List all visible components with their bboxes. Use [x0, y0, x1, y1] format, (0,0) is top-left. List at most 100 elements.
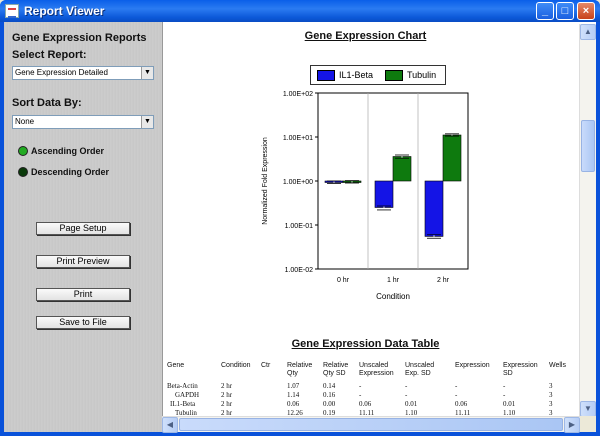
table-cell: 0.14 — [323, 382, 336, 390]
table-title: Gene Expression Data Table — [291, 338, 440, 350]
sort-select-value: None — [15, 117, 35, 126]
table-cell: - — [503, 382, 506, 390]
x-tick-label: 0 hr — [337, 277, 350, 284]
chevron-down-icon[interactable]: ▼ — [141, 116, 153, 128]
report-select[interactable]: Gene Expression Detailed ▼ — [12, 66, 154, 80]
sort-label: Sort Data By: — [12, 97, 82, 109]
sort-select[interactable]: None ▼ — [12, 115, 154, 129]
table-cell: - — [455, 382, 458, 390]
client-area: Gene Expression Reports Select Report: G… — [4, 22, 596, 433]
ascending-label: Ascending Order — [31, 146, 105, 156]
x-tick-label: 1 hr — [387, 277, 400, 284]
table-cell: 3 — [549, 382, 553, 390]
table-cell: - — [405, 382, 408, 390]
table-header: Unscaled Exp. SD — [405, 362, 435, 377]
table-cell: - — [359, 382, 362, 390]
select-report-label: Select Report: — [12, 49, 87, 61]
scroll-up-icon[interactable]: ▲ — [580, 24, 596, 40]
table-cell: 0.01 — [405, 400, 418, 408]
legend-swatch-tubulin — [385, 70, 403, 81]
table-cell: 11.11 — [455, 409, 471, 417]
table-cell: 0.16 — [323, 391, 336, 399]
report-view: Gene Expression Chart IL1-Beta Tubulin 1… — [162, 22, 596, 432]
gene-expression-chart: 1.00E+02 1.00E+01 1.00E+00 1.00E-01 1.00E-02… — [262, 91, 469, 301]
y-axis-label: Normalized Fold Expression — [262, 137, 269, 225]
title-bar[interactable]: Report Viewer _ □ × — [0, 0, 600, 22]
minimize-icon[interactable]: _ — [536, 2, 554, 20]
scrollbar-corner — [580, 416, 596, 432]
table-cell: 3 — [549, 409, 553, 417]
table-cell: - — [405, 391, 408, 399]
x-tick-label: 2 hr — [437, 277, 450, 284]
table-cell: 0.01 — [503, 400, 516, 408]
y-tick-label: 1.00E-02 — [285, 267, 314, 274]
descending-radio[interactable] — [18, 167, 28, 177]
table-header: Condition — [221, 362, 251, 369]
table-cell: 2 hr — [221, 400, 233, 408]
chart-title: Gene Expression Chart — [304, 30, 427, 42]
table-cell: 1.07 — [287, 382, 300, 390]
horizontal-scroll-thumb[interactable] — [179, 418, 563, 431]
print-preview-button[interactable]: Print Preview — [36, 255, 130, 268]
bar-tubulin-1hr — [392, 156, 412, 182]
table-cell: 0.00 — [323, 400, 336, 408]
y-tick-label: 1.00E-01 — [285, 223, 314, 230]
horizontal-scrollbar[interactable]: ◀ ▶ — [162, 416, 580, 433]
legend-label-il1-beta: IL1-Beta — [339, 70, 374, 80]
ascending-radio[interactable] — [18, 146, 28, 156]
table-header: Unscaled Expression — [359, 362, 394, 377]
table-cell: 2 hr — [221, 391, 233, 399]
table-cell: 3 — [549, 400, 553, 408]
table-header: Gene — [167, 362, 185, 369]
bar-il1-beta-1hr — [374, 180, 394, 208]
page-setup-button[interactable]: Page Setup — [36, 222, 130, 235]
y-tick-label: 1.00E+00 — [283, 179, 313, 186]
table-cell: 0.06 — [455, 400, 468, 408]
table-cell: 11.11 — [359, 409, 375, 417]
table-cell: IL1-Beta — [170, 400, 196, 408]
app-icon — [5, 4, 19, 18]
table-cell: 1.10 — [503, 409, 516, 417]
print-button[interactable]: Print — [36, 288, 130, 301]
y-tick-label: 1.00E+02 — [283, 91, 313, 98]
table-cell: 0.19 — [323, 409, 336, 417]
report-select-value: Gene Expression Detailed — [15, 68, 108, 77]
table-cell: 1.10 — [405, 409, 418, 417]
table-cell: 0.06 — [287, 400, 300, 408]
close-icon[interactable]: × — [577, 2, 595, 20]
maximize-icon[interactable]: □ — [556, 2, 574, 20]
table-header: Expression SD — [503, 362, 538, 377]
table-header: Ctr — [261, 362, 271, 369]
control-panel: Gene Expression Reports Select Report: G… — [4, 22, 162, 432]
table-cell: Tubulin — [175, 409, 197, 417]
chart-legend: IL1-Beta Tubulin — [310, 65, 446, 85]
scroll-left-icon[interactable]: ◀ — [162, 417, 178, 433]
table-cell: 1.14 — [287, 391, 300, 399]
table-cell: GAPDH — [175, 391, 200, 399]
y-tick-label: 1.00E+01 — [283, 135, 313, 142]
window-title: Report Viewer — [24, 4, 105, 18]
table-cell: 3 — [549, 391, 553, 399]
vertical-scrollbar[interactable]: ▲ ▼ — [579, 24, 596, 418]
descending-label: Descending Order — [31, 167, 110, 177]
vertical-scroll-thumb[interactable] — [581, 120, 595, 172]
bar-tubulin-2hr — [442, 134, 462, 182]
table-cell: - — [503, 391, 506, 399]
scroll-right-icon[interactable]: ▶ — [564, 417, 580, 433]
table-cell: - — [455, 391, 458, 399]
legend-swatch-il1-beta — [317, 70, 335, 81]
save-to-file-button[interactable]: Save to File — [36, 316, 130, 329]
table-cell: 0.06 — [359, 400, 372, 408]
table-header: Relative Qty SD — [323, 362, 349, 377]
table-header: Expression — [455, 362, 490, 369]
legend-label-tubulin: Tubulin — [407, 70, 437, 80]
chevron-down-icon[interactable]: ▼ — [141, 67, 153, 79]
table-cell: Beta-Actin — [167, 382, 198, 390]
table-cell: 2 hr — [221, 409, 233, 417]
table-cell: 2 hr — [221, 382, 233, 390]
panel-heading: Gene Expression Reports — [12, 32, 147, 44]
table-cell: 12.26 — [287, 409, 303, 417]
scroll-down-icon[interactable]: ▼ — [580, 401, 596, 417]
x-axis-label: Condition — [376, 292, 410, 301]
